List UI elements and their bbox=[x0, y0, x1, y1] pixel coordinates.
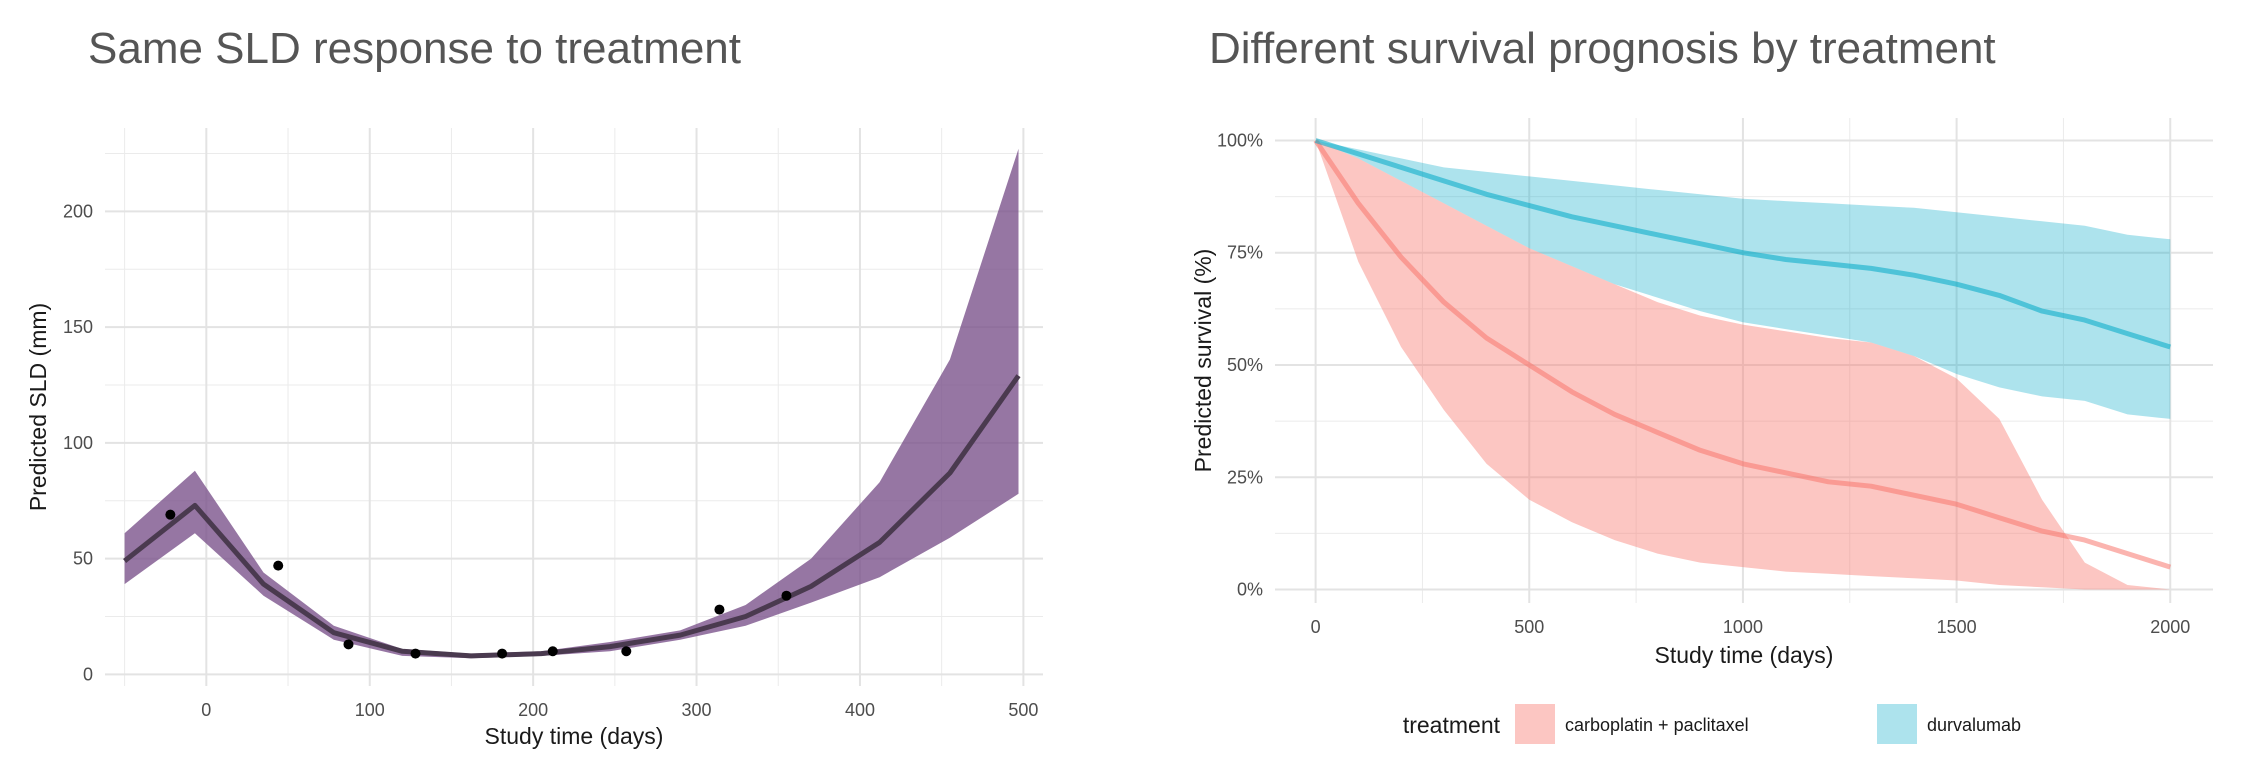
observed-points bbox=[165, 509, 792, 659]
sld-panel: Same SLD response to treatment 0 100 200 30… bbox=[25, 24, 1043, 749]
data-point bbox=[343, 639, 354, 650]
data-point bbox=[273, 560, 284, 571]
data-point bbox=[781, 590, 792, 601]
y-tick-label: 50% bbox=[1227, 355, 1263, 375]
legend: treatment carboplatin + paclitaxel durvalu… bbox=[1403, 704, 2021, 744]
x-tick-label: 0 bbox=[1311, 617, 1321, 637]
durvalumab-ribbon bbox=[1315, 140, 2171, 419]
legend-label-durvalumab: durvalumab bbox=[1927, 715, 2021, 735]
grid bbox=[105, 128, 1043, 686]
data-point bbox=[714, 604, 725, 615]
legend-swatch-carboplatin bbox=[1515, 704, 1555, 744]
x-tick-label: 500 bbox=[1008, 700, 1038, 720]
x-axis-title: Study time (days) bbox=[1655, 642, 1834, 668]
legend-title: treatment bbox=[1403, 712, 1501, 738]
chart-title: Same SLD response to treatment bbox=[88, 24, 741, 73]
y-tick-label: 200 bbox=[63, 201, 93, 221]
x-tick-label: 1500 bbox=[1937, 617, 1977, 637]
data-point bbox=[165, 509, 176, 520]
y-axis-title: Predicted SLD (mm) bbox=[25, 303, 51, 511]
durvalumab-line bbox=[1314, 138, 2172, 350]
sld-chart: 0 100 200 300 400 500 0 50 100 150 200 Study time (… bbox=[25, 128, 1043, 749]
carboplatin-line bbox=[1313, 139, 2172, 570]
survival-panel: Different survival prognosis by treatmen… bbox=[1125, 0, 2250, 770]
y-tick-label: 0 bbox=[83, 664, 93, 684]
chart-title: Different survival prognosis by treatmen… bbox=[1209, 24, 1996, 73]
carboplatin-ribbon bbox=[1315, 140, 2171, 590]
survival-chart: 0 500 1000 1500 2000 0% 25% 50% 75% 100% Study tim… bbox=[1190, 118, 2213, 744]
y-tick-label: 100% bbox=[1217, 130, 1263, 150]
data-point bbox=[547, 646, 558, 657]
legend-swatch-durvalumab bbox=[1877, 704, 1917, 744]
y-tick-label: 50 bbox=[73, 549, 93, 569]
x-tick-label: 0 bbox=[201, 700, 211, 720]
x-tick-label: 2000 bbox=[2150, 617, 2190, 637]
y-tick-label: 75% bbox=[1227, 243, 1263, 263]
x-tick-label: 300 bbox=[682, 700, 712, 720]
x-tick-label: 100 bbox=[355, 700, 385, 720]
data-point bbox=[410, 648, 421, 659]
x-tick-label: 200 bbox=[518, 700, 548, 720]
x-axis-title: Study time (days) bbox=[485, 723, 664, 749]
x-tick-label: 500 bbox=[1514, 617, 1544, 637]
y-tick-label: 100 bbox=[63, 433, 93, 453]
x-tick-label: 1000 bbox=[1723, 617, 1763, 637]
legend-label-carboplatin: carboplatin + paclitaxel bbox=[1565, 715, 1749, 735]
data-point bbox=[497, 648, 508, 659]
y-tick-label: 0% bbox=[1237, 580, 1263, 600]
data-point bbox=[621, 646, 632, 657]
y-axis-title: Predicted survival (%) bbox=[1190, 249, 1216, 473]
x-tick-label: 400 bbox=[845, 700, 875, 720]
y-tick-label: 25% bbox=[1227, 467, 1263, 487]
y-tick-label: 150 bbox=[63, 317, 93, 337]
sld-line bbox=[123, 374, 1021, 659]
